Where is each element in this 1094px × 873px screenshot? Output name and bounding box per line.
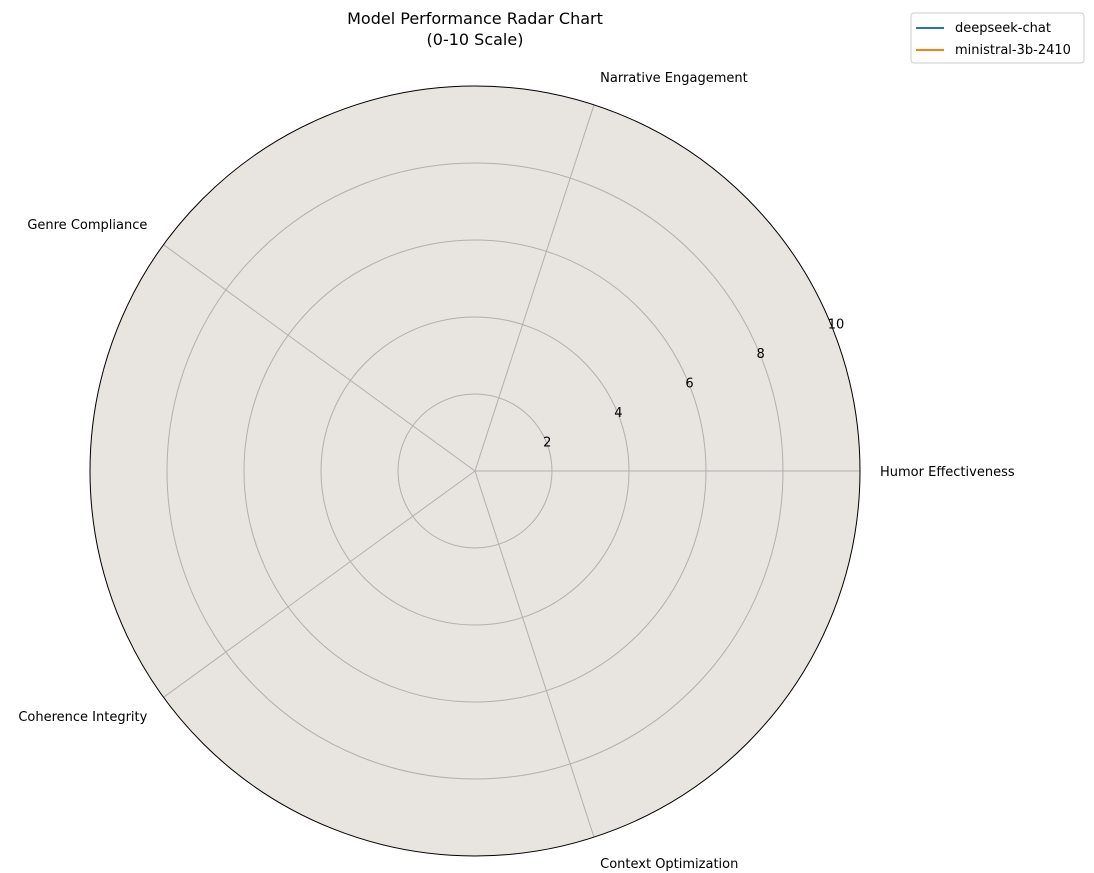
r-tick-label: 4 — [614, 406, 622, 421]
grid-spoke — [163, 470, 476, 698]
legend: deepseek-chat ministral-3b-2410 — [910, 12, 1085, 64]
axis-label: Genre Compliance — [27, 218, 147, 233]
axis-label: Context Optimization — [600, 857, 738, 872]
legend-box — [910, 12, 1085, 64]
r-tick-label: 8 — [757, 347, 765, 362]
chart-title: Model Performance Radar Chart — [347, 9, 603, 28]
axis-label: Coherence Integrity — [18, 710, 147, 725]
legend-label: deepseek-chat — [955, 21, 1051, 36]
legend-label: ministral-3b-2410 — [955, 43, 1071, 58]
chart-subtitle: (0-10 Scale) — [427, 30, 524, 49]
axis-label: Narrative Engagement — [600, 71, 748, 86]
grid-spoke — [474, 470, 595, 838]
r-tick-label: 6 — [685, 377, 693, 392]
outer-frame — [89, 85, 861, 857]
axis-label: Humor Effectiveness — [880, 465, 1015, 480]
r-tick-label: 10 — [828, 318, 845, 333]
grid-spoke — [163, 244, 476, 472]
grid-spoke — [474, 104, 595, 472]
r-tick-label: 2 — [543, 436, 551, 451]
plot-area: 2 4 6 8 10 Humor Effectiveness Narrative Engag… — [18, 71, 1015, 872]
